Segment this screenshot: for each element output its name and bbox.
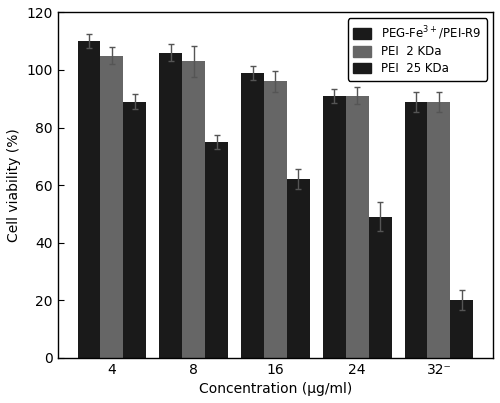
Y-axis label: Cell viability (%): Cell viability (%)	[7, 128, 21, 242]
Bar	[323, 96, 345, 357]
Bar	[346, 96, 368, 357]
Bar	[241, 73, 264, 357]
Bar	[160, 53, 182, 357]
Bar	[450, 300, 473, 357]
Bar	[205, 142, 228, 357]
Bar	[78, 41, 100, 357]
Bar	[264, 81, 287, 357]
Bar	[287, 179, 310, 357]
Bar	[404, 102, 427, 357]
Bar	[100, 56, 124, 357]
Bar	[428, 102, 450, 357]
Bar	[368, 217, 392, 357]
X-axis label: Concentration (μg/ml): Concentration (μg/ml)	[199, 382, 352, 396]
Bar	[182, 61, 205, 357]
Legend: PEG-Fe$^{3+}$/PEI-R9, PEI  2 KDa, PEI  25 KDa: PEG-Fe$^{3+}$/PEI-R9, PEI 2 KDa, PEI 25 …	[348, 19, 487, 81]
Bar	[124, 102, 146, 357]
